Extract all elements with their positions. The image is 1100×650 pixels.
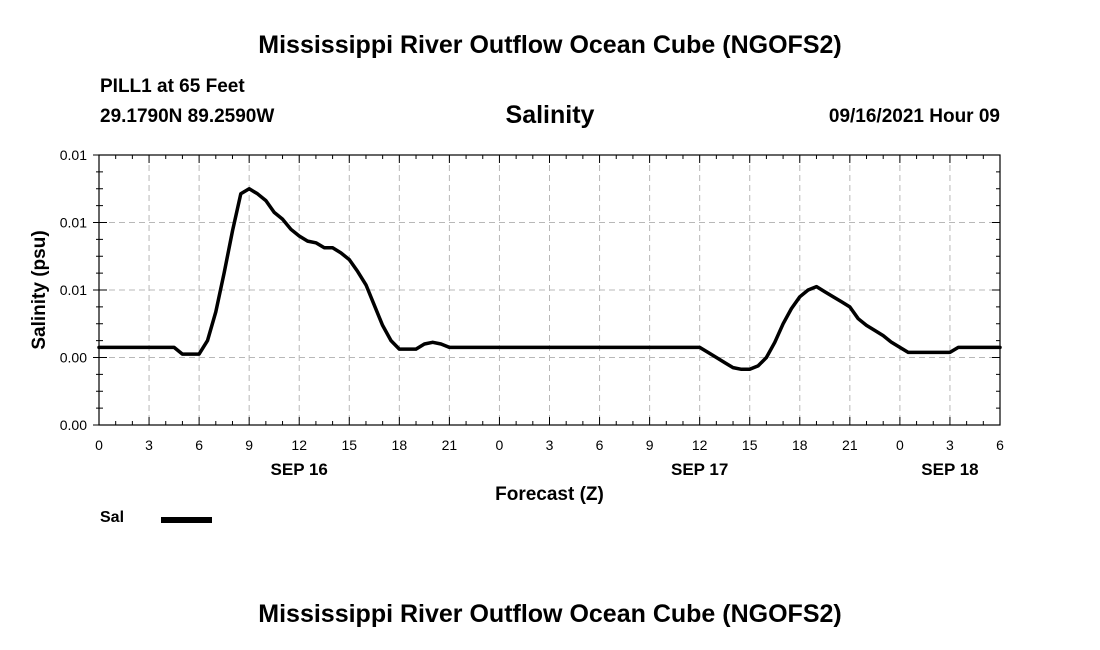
y-tick-label: 0.00 [60, 417, 87, 433]
x-tick-label: 21 [442, 437, 458, 453]
x-axis-label: Forecast (Z) [495, 484, 604, 505]
day-label: SEP 18 [921, 460, 978, 479]
x-tick-label: 9 [646, 437, 654, 453]
x-tick-label: 6 [195, 437, 203, 453]
day-label: SEP 17 [671, 460, 728, 479]
footer-title: Mississippi River Outflow Ocean Cube (NG… [258, 600, 842, 628]
x-tick-label: 0 [95, 437, 103, 453]
x-tick-label: 21 [842, 437, 858, 453]
plot-frame [98, 154, 1001, 426]
x-tick-label: 0 [496, 437, 504, 453]
x-tick-label: 12 [291, 437, 307, 453]
y-tick-label: 0.01 [60, 147, 87, 163]
station-label: PILL1 at 65 Feet [100, 76, 245, 97]
y-tick-label: 0.01 [60, 215, 87, 231]
x-tick-label: 0 [896, 437, 904, 453]
x-tick-label: 9 [245, 437, 253, 453]
y-axis-label: Salinity (psu) [29, 230, 50, 349]
chart-title: Mississippi River Outflow Ocean Cube (NG… [258, 31, 842, 59]
axis-labels: 0 3 6 9 12 15 18 21 0 3 6 9 12 15 18 21 0 3 6 0.00 0.00 0.01 0… [29, 147, 1004, 505]
x-tick-label: 12 [692, 437, 708, 453]
x-tick-label: 6 [596, 437, 604, 453]
x-tick-label: 18 [392, 437, 408, 453]
x-tick-label: 15 [341, 437, 357, 453]
axes [93, 154, 1001, 426]
x-tick-label: 18 [792, 437, 808, 453]
y-tick-label: 0.01 [60, 282, 87, 298]
x-tick-label: 6 [996, 437, 1004, 453]
x-tick-label: 3 [546, 437, 554, 453]
x-tick-label: 15 [742, 437, 758, 453]
timestamp-label: 09/16/2021 Hour 09 [828, 106, 1000, 127]
grid [99, 155, 1000, 425]
y-tick-label: 0.00 [60, 350, 87, 366]
series [97, 187, 1002, 372]
day-label: SEP 16 [271, 460, 328, 479]
series-line-sal [97, 187, 1002, 372]
x-tick-label: 3 [145, 437, 153, 453]
legend-swatch [161, 517, 212, 523]
x-tick-label: 3 [946, 437, 954, 453]
legend-label: Sal [100, 509, 125, 526]
plot-title: Salinity [505, 101, 595, 129]
coordinates-label: 29.1790N 89.2590W [100, 106, 275, 127]
